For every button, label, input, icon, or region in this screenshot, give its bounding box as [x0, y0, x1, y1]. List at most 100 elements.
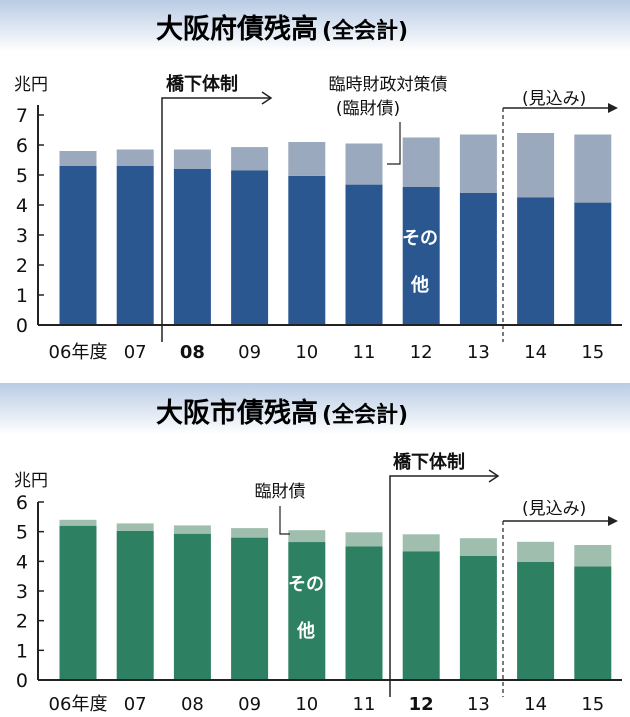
- city-bar-special-bond: [116, 523, 154, 531]
- city-x-tick-label: 12: [409, 694, 434, 715]
- prefecture-bar-special-bond: [116, 149, 154, 166]
- city-header-band: [0, 383, 630, 435]
- prefecture-x-tick-label: 12: [410, 342, 433, 363]
- city-y-tick-label: 4: [16, 551, 28, 573]
- city-bar-special-bond: [402, 534, 440, 552]
- prefecture-other-label: その: [402, 228, 438, 249]
- prefecture-regime-arrowhead: [261, 91, 273, 105]
- city-chart-title-suffix: (全会計): [322, 402, 408, 428]
- city-y-tick-label: 6: [16, 492, 28, 514]
- city-forecast-label: (見込み): [522, 499, 586, 519]
- prefecture-bar-special-bond: [402, 137, 440, 187]
- prefecture-bar-other: [517, 197, 555, 325]
- prefecture-header-band: [0, 0, 630, 52]
- prefecture-x-tick-label: 15: [581, 342, 604, 363]
- city-forecast-arrowhead: [608, 516, 618, 526]
- prefecture-x-tick-label: 10: [295, 342, 318, 363]
- prefecture-y-tick-label: 0: [16, 315, 28, 337]
- city-x-tick-label: 07: [124, 694, 147, 715]
- prefecture-x-tick-label: 11: [353, 342, 376, 363]
- prefecture-y-tick-label: 7: [16, 105, 28, 127]
- city-bar-special-bond: [459, 538, 497, 556]
- prefecture-x-ticks: 06年度 07 08 09 10 11 12 13 14 15: [49, 342, 605, 363]
- city-x-tick-label: 13: [467, 694, 490, 715]
- prefecture-forecast-arrowhead: [608, 103, 618, 113]
- prefecture-bar-other: [116, 166, 154, 325]
- city-x-tick-label: 10: [295, 694, 318, 715]
- prefecture-bar-other: [402, 187, 440, 325]
- city-label-leader: [279, 506, 290, 535]
- city-y-tick-label: 5: [16, 522, 28, 544]
- prefecture-special-bond-label: 臨時財政対策債: [329, 75, 448, 95]
- city-bar-other: [116, 530, 154, 680]
- city-bar-other: [402, 551, 440, 680]
- city-regime-marker-line: [389, 475, 497, 697]
- prefecture-bar-other: [173, 169, 211, 325]
- prefecture-label-leader: [387, 122, 401, 165]
- prefecture-chart-title: 大阪府債残高: [156, 13, 318, 45]
- prefecture-regime-label: 橋下体制: [166, 73, 238, 95]
- city-x-tick-label: 08: [181, 694, 204, 715]
- city-other-label-2: 他: [296, 620, 315, 642]
- city-y-tick-label: 1: [16, 640, 28, 662]
- prefecture-bars: [59, 133, 612, 325]
- city-bar-special-bond: [59, 519, 97, 526]
- city-y-tick-label: 3: [16, 581, 28, 603]
- prefecture-y-tick-label: 2: [16, 255, 28, 277]
- prefecture-bar-other: [345, 184, 383, 325]
- prefecture-bar-special-bond: [459, 134, 497, 193]
- prefecture-y-ticks: 0 1 2 3 4 5 6 7: [16, 105, 44, 337]
- city-regime-label: 橋下体制: [393, 451, 465, 473]
- city-x-tick-label: 15: [581, 694, 604, 715]
- prefecture-bar-other: [231, 170, 269, 325]
- prefecture-y-tick-label: 3: [16, 225, 28, 247]
- prefecture-bar-other: [574, 202, 612, 325]
- prefecture-chart-title-suffix: (全会計): [322, 18, 408, 44]
- prefecture-bar-special-bond: [517, 133, 555, 198]
- city-bar-special-bond: [288, 530, 326, 543]
- city-x-tick-label: 09: [238, 694, 261, 715]
- city-bar-other: [231, 537, 269, 680]
- city-regime-arrowhead: [488, 469, 500, 483]
- prefecture-x-tick-label: 09: [238, 342, 261, 363]
- prefecture-bar-special-bond: [173, 149, 211, 169]
- city-x-tick-label: 06年度: [49, 694, 108, 715]
- prefecture-forecast-label: (見込み): [522, 89, 586, 109]
- city-bar-special-bond: [574, 545, 612, 567]
- prefecture-bar-special-bond: [59, 151, 97, 166]
- prefecture-bar-special-bond: [345, 143, 383, 185]
- city-x-ticks: 06年度 07 08 09 10 11 12 13 14 15: [49, 694, 605, 715]
- city-bar-other: [574, 566, 612, 680]
- prefecture-x-tick-label: 06年度: [49, 342, 108, 363]
- city-other-label: その: [288, 574, 324, 595]
- prefecture-bar-special-bond: [288, 142, 326, 176]
- prefecture-special-bond-label-short: (臨財債): [336, 99, 400, 119]
- prefecture-regime-marker-line: [161, 97, 270, 342]
- city-bar-special-bond: [345, 532, 383, 547]
- city-bar-other: [459, 556, 497, 680]
- city-bar-special-bond: [173, 525, 211, 534]
- city-y-tick-label: 2: [16, 611, 28, 633]
- prefecture-unit-label: 兆円: [14, 75, 48, 95]
- city-bars: [59, 519, 612, 680]
- prefecture-x-tick-label: 13: [467, 342, 490, 363]
- prefecture-x-tick-label: 14: [524, 342, 547, 363]
- prefecture-y-tick-label: 4: [16, 195, 28, 217]
- city-chart-title: 大阪市債残高: [156, 397, 318, 429]
- prefecture-x-tick-label: 08: [180, 342, 205, 363]
- city-x-tick-label: 14: [524, 694, 547, 715]
- city-unit-label: 兆円: [14, 471, 48, 491]
- prefecture-bar-special-bond: [574, 134, 612, 203]
- city-y-ticks: 0 1 2 3 4 5 6: [16, 492, 44, 692]
- city-bar-other: [173, 533, 211, 680]
- prefecture-y-tick-label: 6: [16, 135, 28, 157]
- prefecture-y-tick-label: 1: [16, 285, 28, 307]
- prefecture-other-label-2: 他: [410, 274, 429, 296]
- city-y-tick-label: 0: [16, 670, 28, 692]
- prefecture-bar-other: [459, 193, 497, 325]
- city-bar-special-bond: [231, 528, 269, 538]
